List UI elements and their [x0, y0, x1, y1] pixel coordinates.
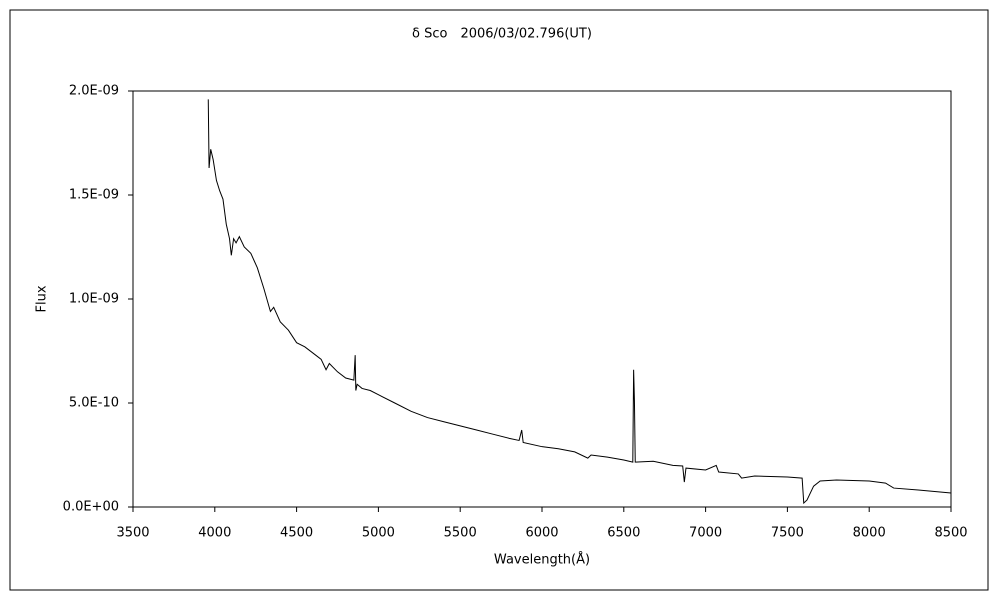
spectrum-line [207, 99, 952, 505]
y-tick-label: 5.0E-10 [69, 396, 119, 411]
y-tick-label: 1.5E-09 [69, 188, 119, 203]
x-tick-label: 4000 [198, 526, 231, 541]
x-tick-label: 6500 [607, 526, 640, 541]
x-tick-label: 5000 [362, 526, 395, 541]
x-tick-label: 8000 [853, 526, 886, 541]
x-tick-label: 4500 [280, 526, 313, 541]
x-axis-label: Wavelength(Å) [494, 552, 590, 568]
x-tick-label: 7500 [771, 526, 804, 541]
x-tick-label: 8500 [934, 526, 967, 541]
y-tick-label: 1.0E-09 [69, 292, 119, 307]
x-tick-label: 7000 [689, 526, 722, 541]
chart-title: δ Sco 2006/03/02.796(UT) [412, 27, 592, 42]
x-tick-label: 6000 [525, 526, 558, 541]
y-axis-label: Flux [35, 285, 50, 312]
y-tick-label: 0.0E+00 [63, 500, 119, 515]
x-tick-label: 3500 [116, 526, 149, 541]
y-tick-label: 2.0E-09 [69, 84, 119, 99]
x-tick-label: 5500 [444, 526, 477, 541]
plot-area [132, 90, 952, 508]
